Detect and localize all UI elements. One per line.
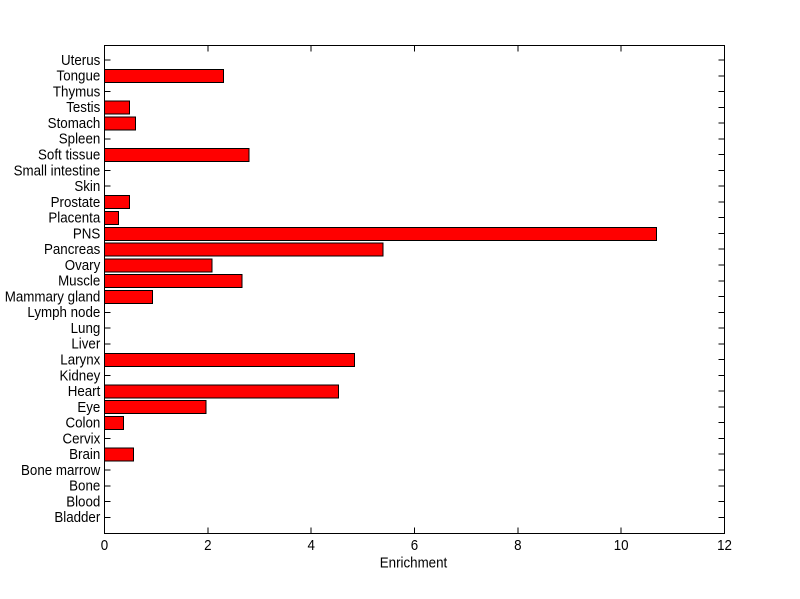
svg-text:Bladder: Bladder	[54, 509, 100, 526]
svg-text:Liver: Liver	[71, 335, 100, 352]
svg-text:Soft tissue: Soft tissue	[38, 146, 100, 163]
svg-text:Kidney: Kidney	[60, 367, 101, 384]
svg-text:Bone: Bone	[69, 477, 100, 494]
svg-text:Blood: Blood	[66, 493, 100, 510]
svg-text:Testis: Testis	[66, 99, 100, 116]
svg-text:0: 0	[101, 537, 109, 554]
svg-text:Pancreas: Pancreas	[44, 241, 100, 258]
svg-text:Brain: Brain	[69, 446, 100, 463]
svg-text:Mammary gland: Mammary gland	[5, 288, 101, 305]
svg-text:Lung: Lung	[71, 319, 101, 336]
svg-text:4: 4	[307, 537, 315, 554]
svg-text:Cervix: Cervix	[63, 430, 101, 447]
svg-text:10: 10	[614, 537, 629, 554]
svg-text:Lymph node: Lymph node	[27, 304, 100, 321]
svg-text:Enrichment: Enrichment	[380, 554, 448, 571]
svg-text:Uterus: Uterus	[61, 51, 100, 68]
svg-text:Heart: Heart	[68, 383, 101, 400]
svg-text:Bone marrow: Bone marrow	[21, 461, 101, 478]
svg-text:Tongue: Tongue	[57, 67, 101, 84]
svg-text:2: 2	[204, 537, 212, 554]
svg-text:Muscle: Muscle	[58, 272, 100, 289]
svg-text:Colon: Colon	[65, 414, 100, 431]
svg-text:Prostate: Prostate	[51, 193, 101, 210]
svg-text:Eye: Eye	[77, 398, 100, 415]
svg-text:6: 6	[411, 537, 419, 554]
svg-text:Stomach: Stomach	[48, 114, 101, 131]
svg-text:Ovary: Ovary	[65, 256, 101, 273]
svg-text:Spleen: Spleen	[59, 130, 101, 147]
svg-text:Thymus: Thymus	[53, 83, 100, 100]
svg-text:Small intestine: Small intestine	[14, 162, 101, 179]
svg-text:Larynx: Larynx	[60, 351, 100, 368]
svg-text:8: 8	[514, 537, 522, 554]
svg-text:Skin: Skin	[74, 178, 100, 195]
svg-text:12: 12	[717, 537, 732, 554]
svg-text:Placenta: Placenta	[48, 209, 100, 226]
svg-text:PNS: PNS	[73, 225, 100, 242]
